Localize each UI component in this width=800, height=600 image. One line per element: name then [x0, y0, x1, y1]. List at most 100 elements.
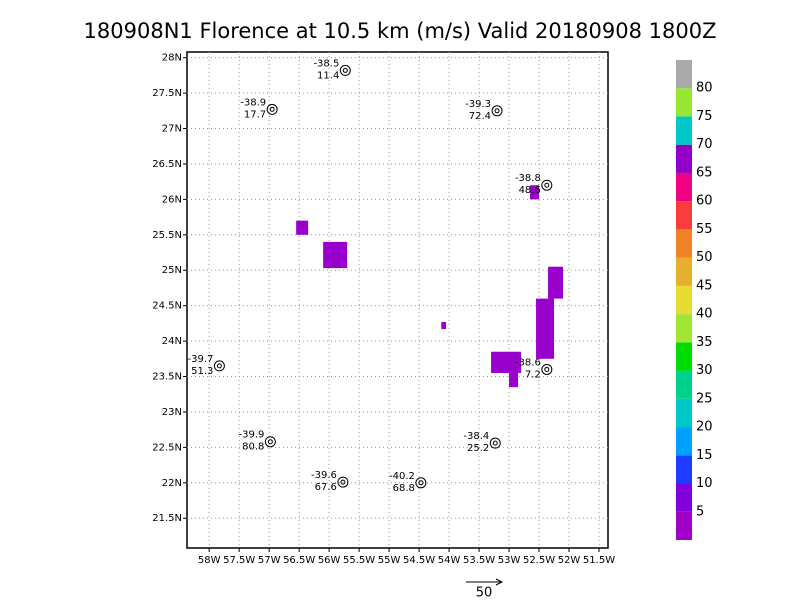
x-tick-label: 58W	[198, 555, 221, 566]
station-ring	[541, 179, 553, 191]
x-tick-label: 56W	[318, 555, 341, 566]
colorbar-label: 70	[696, 137, 713, 152]
x-tick-label: 55W	[378, 555, 401, 566]
y-tick-label: 27.5N	[152, 88, 182, 99]
colorbar-swatch	[676, 257, 692, 286]
colorbar-swatch	[676, 427, 692, 456]
station-temp: -39.9	[238, 430, 264, 441]
y-tick-label: 23N	[162, 407, 182, 418]
shaded-region	[548, 266, 564, 299]
plot-frame	[186, 51, 609, 549]
colorbar-label: 20	[696, 420, 713, 435]
station-speed: 68.8	[393, 483, 415, 494]
station-ring	[491, 105, 503, 117]
y-tick-label: 25N	[162, 265, 182, 276]
colorbar-label: 5	[696, 504, 704, 519]
colorbar-label: 15	[696, 448, 713, 463]
station-dot	[494, 108, 500, 114]
shaded-region	[530, 185, 540, 200]
colorbar-swatch	[676, 172, 692, 202]
reference-arrow-head	[495, 578, 504, 586]
station-speed: 67.6	[315, 482, 337, 493]
station-ring	[337, 476, 349, 488]
station-speed: 51.3	[191, 366, 213, 377]
x-tick-label: 53W	[498, 555, 521, 566]
x-tick-label: 52.5W	[523, 555, 555, 566]
colorbar-label: 80	[696, 81, 713, 96]
station-temp: -38.9	[240, 97, 266, 108]
y-tick-label: 23.5N	[152, 372, 182, 383]
station-speed: 80.8	[242, 442, 264, 453]
colorbar-label: 50	[696, 250, 713, 265]
colorbar-label: 75	[696, 109, 713, 124]
shaded-region	[296, 220, 309, 235]
colorbar-swatch	[676, 370, 692, 399]
x-tick-label: 51.5W	[583, 555, 615, 566]
colorbar-swatch	[676, 229, 692, 258]
station-ring	[415, 477, 427, 489]
reference-label: 50	[476, 586, 493, 600]
shaded-region	[441, 321, 447, 330]
colorbar-swatch	[676, 60, 692, 89]
station-temp: -39.3	[465, 99, 491, 110]
station-ring	[213, 360, 225, 372]
y-tick-label: 22N	[162, 478, 182, 489]
station-dot	[492, 440, 498, 446]
x-tick-label: 54.5W	[403, 555, 435, 566]
station-ring	[264, 436, 276, 448]
colorbar-swatch	[676, 342, 692, 371]
colorbar-swatch	[676, 314, 692, 343]
shaded-region	[323, 241, 348, 269]
station-temp: -38.8	[515, 173, 541, 184]
station-ring	[541, 363, 553, 375]
station-dot	[342, 67, 348, 73]
station-dot	[418, 480, 424, 486]
x-tick-label: 53.5W	[463, 555, 495, 566]
station-ring	[266, 103, 278, 115]
station-temp: -39.7	[188, 354, 214, 365]
station-dot	[216, 363, 222, 369]
colorbar-swatch	[676, 201, 692, 230]
colorbar-label: 30	[696, 363, 713, 378]
colorbar-label: 25	[696, 391, 713, 406]
colorbar-swatch	[676, 144, 692, 173]
station-ring	[489, 437, 501, 449]
station-temp: -38.4	[463, 431, 489, 442]
x-tick-label: 56.5W	[283, 555, 315, 566]
shaded-region	[491, 351, 522, 373]
colorbar-swatch	[676, 455, 692, 484]
colorbar-swatch	[676, 88, 692, 117]
x-tick-label: 57.5W	[223, 555, 255, 566]
shaded-region	[509, 369, 519, 388]
y-tick-label: 28N	[162, 53, 182, 64]
y-tick-label: 26.5N	[152, 159, 182, 170]
x-tick-label: 57W	[258, 555, 281, 566]
colorbar-swatch	[676, 483, 692, 512]
x-tick-label: 55.5W	[343, 555, 375, 566]
station-dot	[544, 366, 550, 372]
station-speed: 72.4	[469, 111, 491, 122]
colorbar-label: 65	[696, 165, 713, 180]
station-dot	[267, 439, 273, 445]
y-tick-label: 24.5N	[152, 301, 182, 312]
y-tick-label: 27N	[162, 124, 182, 135]
colorbar-swatch	[676, 116, 692, 145]
y-tick-label: 21.5N	[152, 513, 182, 524]
station-speed: 11.4	[317, 70, 339, 81]
station-speed: 17.7	[244, 109, 266, 120]
station-dot	[269, 106, 275, 112]
y-tick-label: 25.5N	[152, 230, 182, 241]
x-tick-label: 54W	[438, 555, 461, 566]
station-ring	[339, 64, 351, 76]
shaded-region	[536, 298, 555, 359]
station-speed: 48.6	[519, 185, 541, 196]
station-temp: -39.6	[311, 470, 337, 481]
station-dot	[340, 479, 346, 485]
colorbar-swatch	[676, 285, 692, 315]
x-tick-label: 52W	[558, 555, 581, 566]
chart-title: 180908N1 Florence at 10.5 km (m/s) Valid…	[84, 19, 717, 43]
colorbar-swatch	[676, 511, 692, 540]
colorbar-label: 60	[696, 194, 713, 209]
station-dot	[544, 182, 550, 188]
colorbar-label: 55	[696, 222, 713, 237]
